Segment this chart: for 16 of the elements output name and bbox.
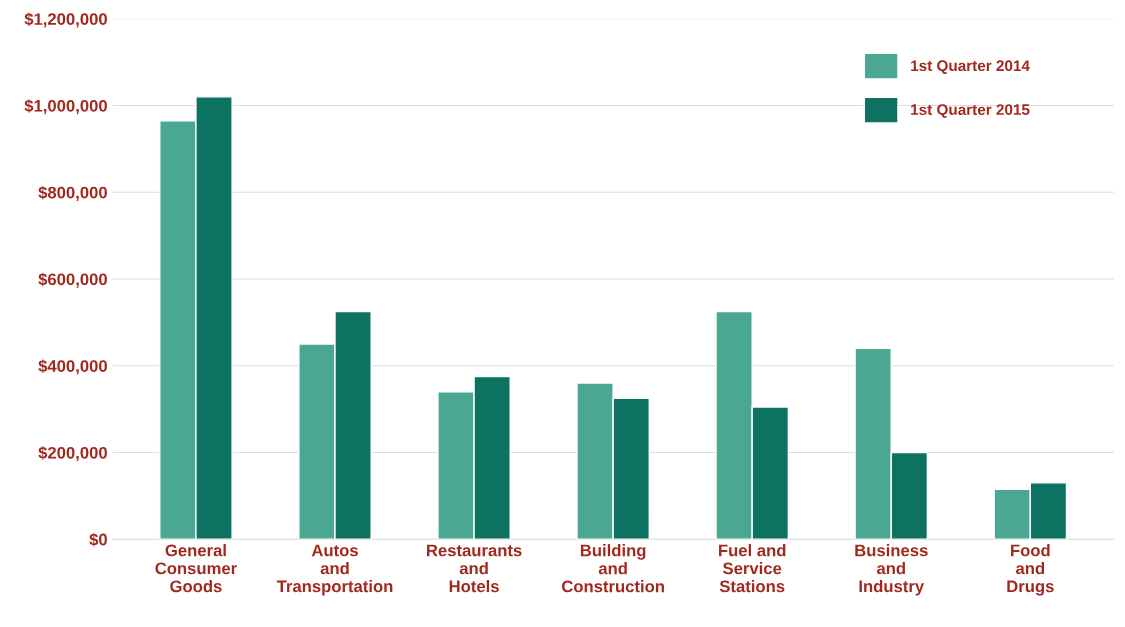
y-tick-label: $0 [89,532,107,547]
y-tick-label: $200,000 [38,446,107,462]
x-tick-label: Building and Construction [561,544,664,593]
x-tick-label: General Consumer Goods [155,544,237,593]
x-tick-label: Food and Drugs [1007,544,1054,596]
x-tick-label: Restaurants and Hotels [427,544,522,593]
y-tick-label: $800,000 [38,185,107,201]
y-tick-label: $1,200,000 [24,12,107,28]
y-tick-label: $600,000 [38,272,107,288]
x-tick-label: Business and Industry [855,544,928,596]
x-tick-label: Fuel and Service Stations [719,544,786,593]
x-tick-label: Autos and Transportation [276,544,393,596]
y-tick-label: $400,000 [38,359,107,375]
legend-label: 1st Quarter 2015 [911,104,1030,118]
legend-label: 1st Quarter 2014 [911,60,1030,74]
y-tick-label: $1,000,000 [24,99,107,115]
